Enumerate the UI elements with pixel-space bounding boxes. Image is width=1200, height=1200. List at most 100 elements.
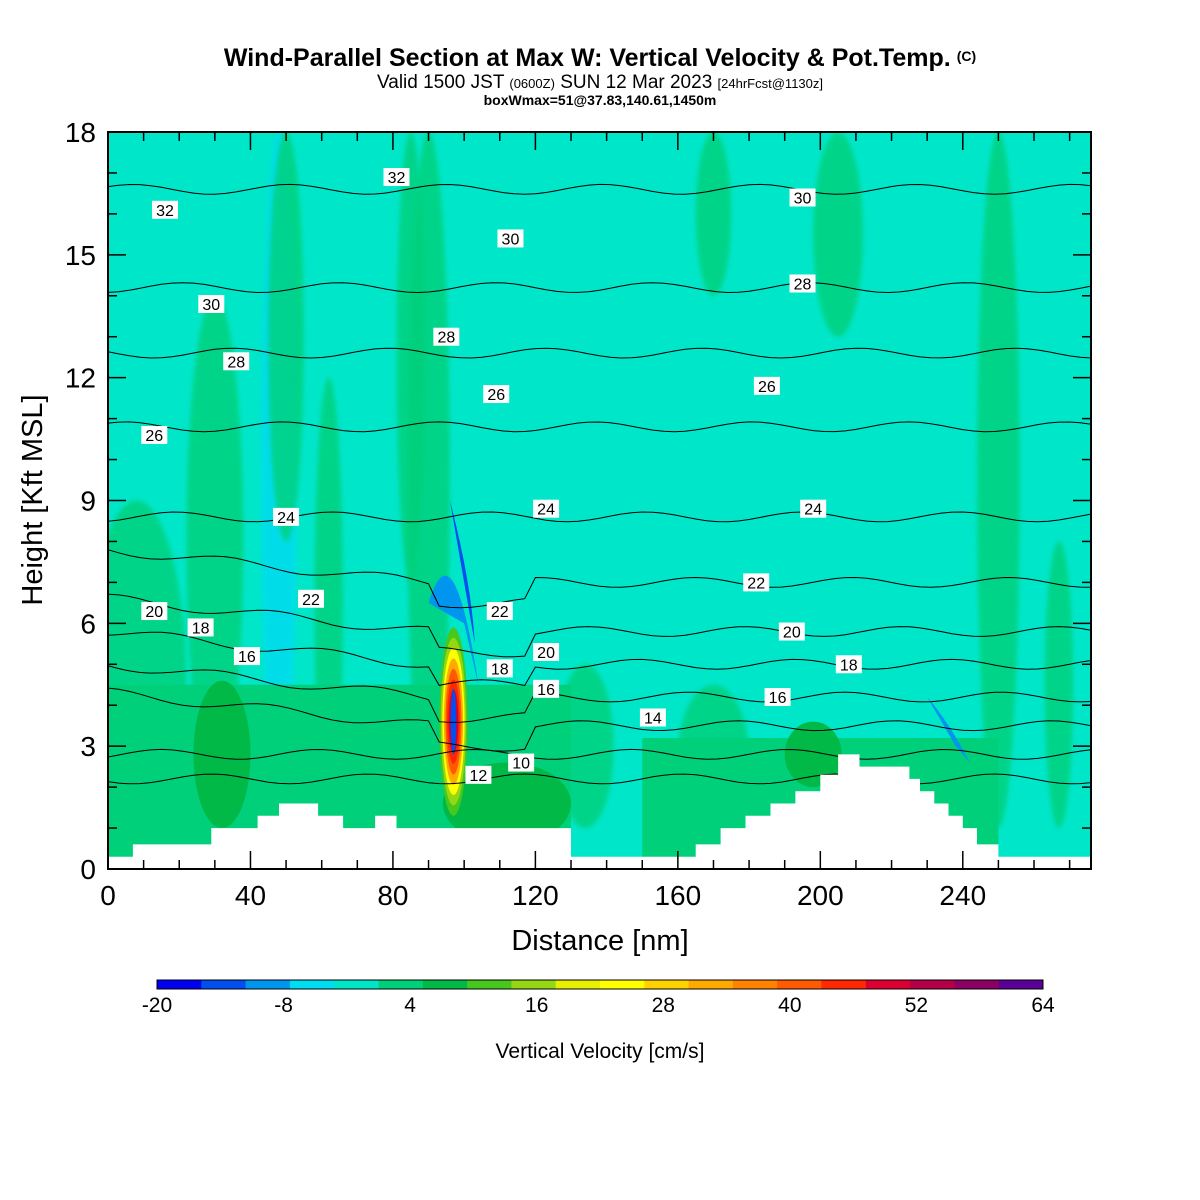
colorbar-tick-label: 16 [525,994,548,1017]
theta-label: 10 [512,756,530,773]
box-wmax-info: boxWmax=51@37.83,140.61,1450m [483,92,717,108]
colorbar: -20 -8 4 16 28 40 52 64 [142,979,1055,1017]
theta-label: 24 [277,510,295,527]
theta-label-box [743,573,770,592]
colorbar-swatch [600,980,645,989]
w-streak [813,132,864,337]
theta-label-box [497,229,524,248]
theta-label-box [198,294,225,313]
colorbar-swatch [201,980,247,989]
y-tick-label: 0 [80,854,96,885]
theta-label-box [383,168,410,187]
x-axis: 0 40 80 120 160 200 240 [100,132,1071,911]
colorbar-tick-label: 64 [1031,994,1055,1017]
theta-label: 16 [769,690,787,707]
theta-label: 30 [202,297,220,314]
y-tick-label: 18 [65,117,96,148]
theta-label-box [483,385,510,404]
theta-label: 20 [145,604,163,621]
colorbar-swatch [732,980,778,989]
theta-contour-line [108,687,1091,752]
theta-label: 24 [804,502,822,519]
y-tick-label: 9 [80,486,96,517]
colorbar-tick-label: 52 [905,994,928,1017]
colorbar-swatch [467,980,512,989]
theta-contour-line [108,549,1091,609]
x-tick-label: 240 [939,880,986,911]
colorbar-swatch [777,980,822,989]
theta-label-box [433,327,460,346]
theta-label: 28 [437,330,455,347]
valid-time-line: Valid 1500 JST (0600Z) SUN 12 Mar 2023 [… [0,72,1200,94]
theta-label-box [223,352,250,371]
colorbar-tick-label: 4 [404,994,416,1017]
theta-label: 18 [192,620,210,637]
w-neg-streak [449,500,475,644]
theta-label-box [800,499,827,518]
theta-label: 26 [758,379,776,396]
y-axis-label: Height [Kft MSL] [17,394,49,605]
theta-label-box [151,200,178,219]
x-tick-label: 40 [235,880,266,911]
w-streak [556,664,614,829]
theta-label-box [835,655,862,674]
colorbar-swatch [289,980,335,989]
x-tick-label: 160 [654,880,701,911]
theta-label-box [533,679,560,698]
y-tick-label: 3 [80,731,96,762]
theta-label: 16 [238,649,256,666]
theta-contour-line [108,773,1091,785]
theta-label-box [273,507,300,526]
colorbar-swatch [644,980,690,989]
theta-label: 22 [747,575,765,592]
w-streak [186,295,244,788]
theta-label: 16 [537,682,555,699]
theta-label: 18 [840,657,858,674]
theta-label: 30 [502,231,520,248]
theta-label-box [789,274,816,293]
theta-label: 18 [491,661,509,678]
theta-contour-line [108,183,1091,195]
y-tick-label: 12 [65,363,96,394]
theta-contour-line [108,665,1091,723]
w-streak [407,132,450,829]
x-tick-label: 80 [377,880,408,911]
y-tick-label: 15 [65,240,96,271]
colorbar-tick-label: 40 [778,994,801,1017]
theta-label: 22 [491,604,509,621]
theta-contour-line [108,282,1091,294]
colorbar-swatch [422,980,468,989]
theta-label: 22 [302,592,320,609]
w-pos-patch [193,680,251,829]
colorbar-swatch [910,980,955,989]
valid-zulu: (0600Z) [509,76,555,91]
theta-label-box [298,589,325,608]
colorbar-label: Vertical Velocity [cm/s] [496,1040,705,1063]
x-tick-label: 120 [512,880,559,911]
chart-title-text: Wind-Parallel Section at Max W: Vertical… [223,44,951,72]
theta-label: 28 [227,354,245,371]
theta-label: 26 [487,387,505,404]
terrain [108,754,1091,869]
theta-label-box [486,659,513,678]
chart-title: Wind-Parallel Section at Max W: Vertical… [0,44,1200,73]
theta-contour-line [108,511,1091,523]
w-streak [977,132,1020,829]
theta-label-box [753,376,780,395]
valid-date: SUN 12 Mar 2023 [560,72,713,93]
theta-label-box [639,708,666,727]
colorbar-swatch [378,980,424,989]
theta-label: 12 [470,768,488,785]
theta-label-box [141,602,168,621]
theta-label: 32 [156,203,174,220]
theta-label: 28 [794,276,812,293]
colorbar-frame [156,979,1044,990]
theta-label: 20 [783,625,801,642]
colorbar-swatch [245,980,291,989]
theta-contour-line [108,421,1091,433]
theta-label: 14 [644,711,662,728]
colorbar-swatch [865,980,911,989]
forecast-info: [24hrFcst@1130z] [717,76,823,91]
theta-label-box [533,642,560,661]
